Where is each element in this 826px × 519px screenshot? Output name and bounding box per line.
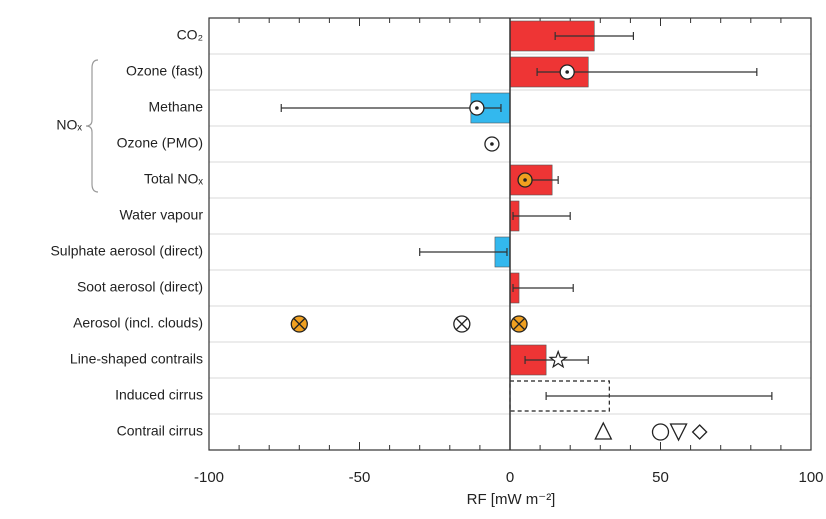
x-tick-label: 0: [506, 469, 514, 486]
marker-shape: [594, 421, 613, 440]
marker: [517, 172, 533, 188]
marker: [691, 424, 708, 440]
category-label: CO₂: [177, 27, 203, 43]
category-label: Sulphate aerosol (direct): [50, 243, 203, 259]
group-label: NOₓ: [56, 117, 82, 133]
x-tick-label: 100: [798, 469, 823, 486]
category-label: Ozone (PMO): [117, 135, 203, 151]
marker: [594, 421, 613, 440]
marker-shape: [691, 424, 708, 440]
category-label: Ozone (fast): [126, 63, 203, 79]
marker: [559, 64, 575, 80]
marker-dot: [490, 142, 494, 146]
category-label: Methane: [149, 99, 204, 115]
marker: [669, 423, 688, 442]
x-tick-label: -100: [194, 469, 224, 486]
marker-dot: [565, 70, 569, 74]
marker-dot: [523, 178, 527, 182]
marker: [651, 423, 670, 441]
category-label: Water vapour: [119, 207, 203, 223]
category-label: Total NOₓ: [144, 171, 203, 187]
plot-frame: [208, 17, 812, 451]
marker: [469, 100, 485, 116]
error-bar: [512, 212, 571, 220]
marker: [290, 315, 308, 333]
marker: [453, 315, 471, 333]
error-bar: [419, 248, 508, 256]
error-bar: [512, 284, 574, 292]
category-label: Line-shaped contrails: [70, 351, 203, 367]
marker: [548, 349, 568, 369]
error-bar: [554, 32, 635, 40]
category-label: Contrail cirrus: [117, 423, 203, 439]
x-axis-label: RF [mW m⁻²]: [467, 491, 556, 508]
marker-cross: [513, 318, 525, 330]
error-bar: [280, 104, 502, 112]
marker-shape: [669, 423, 688, 442]
marker-cross: [455, 318, 468, 330]
marker-dot: [475, 106, 479, 110]
x-tick-label: 50: [652, 469, 669, 486]
group-brace: [85, 59, 99, 193]
error-bar: [545, 392, 773, 400]
category-label: Induced cirrus: [115, 387, 203, 403]
category-label: Soot aerosol (direct): [77, 279, 203, 295]
marker-shape: [651, 423, 670, 441]
marker-shape: [548, 349, 568, 369]
category-label: Aerosol (incl. clouds): [73, 315, 203, 331]
marker: [510, 315, 528, 333]
marker-cross: [293, 318, 306, 330]
x-tick-label: -50: [349, 469, 371, 486]
marker: [484, 136, 500, 152]
